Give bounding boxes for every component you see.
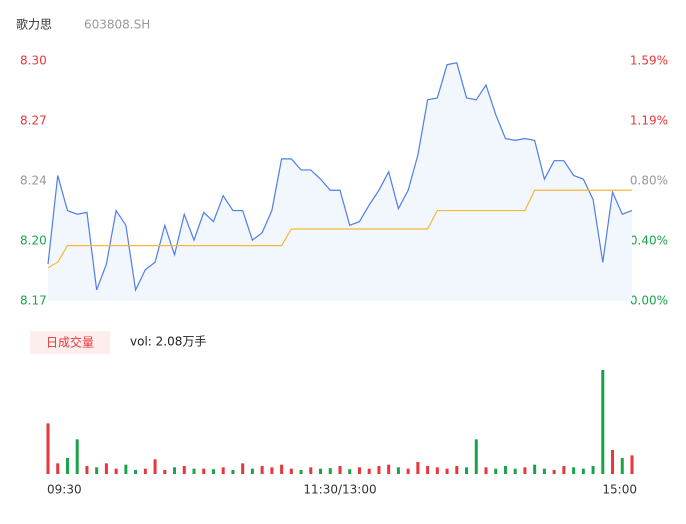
volume-bar xyxy=(202,468,206,474)
volume-bar xyxy=(260,466,264,474)
stock-code: 603808.SH xyxy=(84,18,150,32)
volume-bar xyxy=(348,469,352,474)
volume-bar xyxy=(406,468,410,474)
volume-bar xyxy=(591,466,595,474)
average-line xyxy=(47,189,632,269)
volume-bar xyxy=(328,468,332,474)
volume-bar xyxy=(270,467,274,474)
volume-bar xyxy=(416,462,420,474)
volume-bar xyxy=(192,468,196,474)
volume-bar xyxy=(163,470,167,474)
x-tick-label: 15:00 xyxy=(602,483,637,497)
y2-tick-label: 0.80% xyxy=(630,174,668,188)
y2-tick-label: 0.00% xyxy=(630,294,668,308)
volume-bar xyxy=(630,455,634,474)
volume-label: vol: 2.08万手 xyxy=(130,335,206,349)
volume-bar xyxy=(46,423,50,474)
volume-bar xyxy=(581,468,585,474)
volume-bar xyxy=(173,467,177,474)
volume-bar xyxy=(250,468,254,474)
volume-bar xyxy=(221,467,225,474)
volume-bar xyxy=(552,470,556,474)
volume-bar xyxy=(513,468,517,474)
volume-bar xyxy=(494,468,498,474)
volume-bar xyxy=(542,468,546,474)
volume-bar xyxy=(465,467,469,474)
volume-bar xyxy=(396,467,400,474)
volume-bar xyxy=(124,464,128,474)
volume-bar xyxy=(309,467,313,474)
volume-bar xyxy=(562,466,566,474)
volume-bar xyxy=(280,464,284,474)
volume-bar xyxy=(182,466,186,474)
volume-bar xyxy=(231,470,235,474)
volume-bar xyxy=(484,467,488,474)
volume-bar xyxy=(435,467,439,474)
volume-bar xyxy=(445,468,449,474)
volume-bar xyxy=(114,468,118,474)
volume-bar xyxy=(65,458,69,474)
volume-tag-box xyxy=(30,331,110,354)
volume-bar xyxy=(338,466,342,474)
y-tick-label: 8.20 xyxy=(20,234,47,248)
volume-bar xyxy=(134,470,138,474)
volume-bar xyxy=(211,469,215,474)
price-line xyxy=(47,62,633,292)
volume-bar xyxy=(533,464,537,474)
volume-bar xyxy=(153,459,157,474)
y-tick-label: 8.24 xyxy=(20,174,47,188)
y-tick-label: 8.17 xyxy=(20,294,47,308)
volume-tag: 日成交量 xyxy=(46,335,94,350)
volume-bar xyxy=(387,464,391,474)
volume-bar xyxy=(299,470,303,474)
volume-bar xyxy=(503,466,507,474)
y-tick-label: 8.27 xyxy=(20,114,47,128)
y2-tick-label: 1.19% xyxy=(630,114,668,128)
volume-bar xyxy=(143,468,147,474)
x-tick-label: 09:30 xyxy=(47,483,82,497)
volume-bar xyxy=(95,467,99,474)
y2-tick-label: 0.40% xyxy=(630,234,668,248)
volume-bar xyxy=(289,468,293,474)
y-tick-label: 8.30 xyxy=(20,54,47,68)
volume-bar xyxy=(319,468,323,474)
volume-bar xyxy=(85,466,89,474)
volume-bar xyxy=(523,467,527,474)
volume-bar xyxy=(104,463,108,474)
volume-bar xyxy=(611,450,615,474)
volume-bar xyxy=(367,468,371,474)
volume-bar xyxy=(75,439,79,474)
stock-name: 歌力思 xyxy=(16,17,52,32)
volume-bar xyxy=(357,467,361,474)
volume-bar xyxy=(426,466,430,474)
volume-bar xyxy=(241,463,245,474)
volume-bar xyxy=(601,370,605,474)
volume-bar xyxy=(455,466,459,474)
volume-bar xyxy=(474,439,478,474)
volume-bar xyxy=(572,467,576,474)
volume-bar xyxy=(56,463,60,474)
volume-bar xyxy=(620,458,624,474)
volume-bar xyxy=(377,466,381,474)
x-tick-label: 11:30/13:00 xyxy=(303,483,376,497)
y2-tick-label: 1.59% xyxy=(630,54,668,68)
